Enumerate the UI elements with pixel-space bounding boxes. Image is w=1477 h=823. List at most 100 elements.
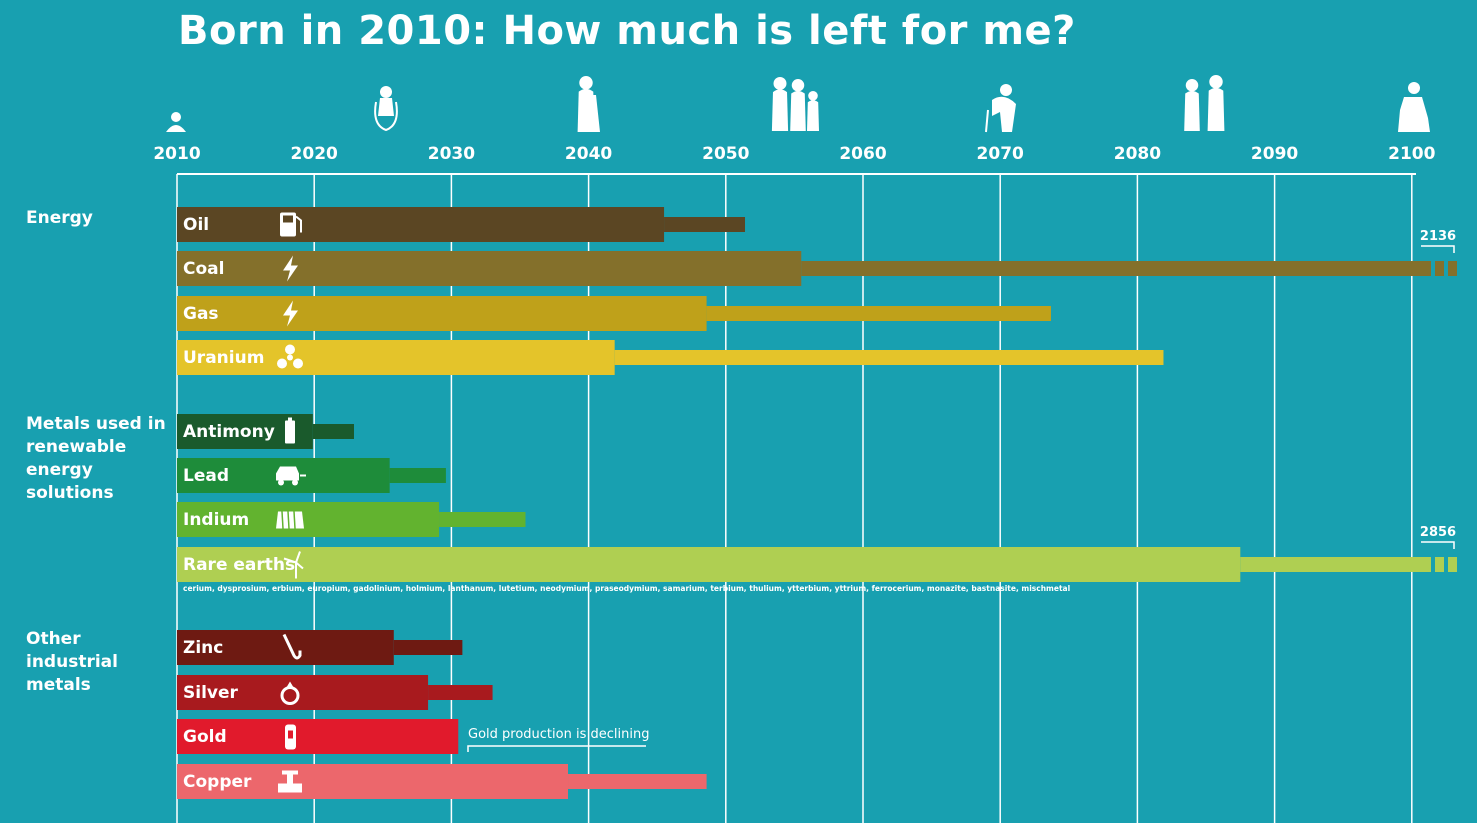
ring-icon [280,681,300,705]
wheel [292,479,298,486]
person-head [1209,75,1223,89]
old-body [1398,97,1430,132]
child-head [380,86,392,98]
bar-label: Indium [183,510,249,530]
battery-icon [285,417,295,444]
life-stage-icons [166,75,1430,133]
bar-label: Rare earths [183,555,295,575]
family-father [771,77,789,131]
panel [276,511,304,529]
water-tap-icon [278,770,302,793]
gold-annotation: Gold production is declining [468,727,649,742]
bar-main [177,251,802,286]
bar-label: Silver [183,683,239,703]
bar-main [177,675,429,710]
bar-main [177,207,665,242]
bar-label: Coal [183,259,224,279]
bar-row-antimony: Antimony [177,414,354,449]
person-head [773,77,787,90]
bar-tail [568,774,707,789]
bar-end-year-label: 2136 [1420,229,1456,244]
person-body [771,89,789,131]
panel-line [293,511,296,529]
bar-tail-break [1435,261,1444,276]
bar-row-indium: Indium [177,502,526,537]
bar-tail [389,468,446,483]
mobile-phone-icon [285,724,296,750]
elderly-couple-woman [1184,79,1200,131]
blade [277,358,287,369]
bar-main [177,764,569,799]
bar-end-year-label: 2856 [1420,525,1456,540]
person-body [1207,87,1225,131]
elderly-couple-man [1207,75,1225,131]
center [287,354,293,361]
chart-title: Born in 2010: How much is left for me? [178,8,1076,54]
rare-earths-elements-note: cerium, dysprosium, erbium, europium, ga… [183,584,1070,593]
x-tick-label-2040: 2040 [565,144,612,164]
bar-label: Oil [183,215,209,235]
old-head [1408,82,1420,94]
ring-stone [287,681,293,687]
bar-row-coal: 2136 Coal [177,229,1457,286]
bar-row-gas: Gas [177,296,1051,331]
x-tick-label-2050: 2050 [702,144,749,164]
bar-tail [706,306,1051,321]
person-head [808,91,818,101]
bar-tail [312,424,354,439]
bar-main [177,340,615,375]
group-label-renewable-metals: Metals used in renewable energy solution… [26,414,166,503]
annotation-bracket [467,745,646,752]
groom [577,76,595,132]
person-body [1184,90,1200,131]
bar-label: Copper [183,772,252,792]
radiation-icon [277,344,303,369]
family-icon [771,77,819,131]
phone-screen [288,730,293,739]
person-body [790,90,806,131]
wheel [278,479,284,486]
bar-row-oil: Oil [177,207,746,242]
bar-label: Antimony [183,422,275,442]
person-body [577,88,595,132]
bar-row-lead: Lead [177,458,446,493]
bar-label: Zinc [183,638,223,658]
bolt [283,255,298,282]
bolt [283,300,298,327]
group-label-industrial-metals: Other industrial metals [26,629,118,695]
person-head [1185,79,1199,92]
valve-handle [282,770,298,775]
child-jumping-icon [374,86,398,132]
bar-tail [393,640,463,655]
battery-tip [288,417,292,421]
bar-label: Gas [183,304,219,324]
x-tick-label-2030: 2030 [428,144,475,164]
lightning-icon [283,255,298,282]
bar-main [177,296,707,331]
bar-main [177,719,459,754]
person-head [791,79,805,92]
ring-band [280,686,300,705]
old-person-seated-icon [1398,82,1430,132]
bar-row-silver: Silver [177,675,493,710]
x-tick-label-2070: 2070 [977,144,1024,164]
blades [283,551,304,570]
child-body [378,98,394,116]
x-tick-label-2080: 2080 [1114,144,1161,164]
bar-tail [664,217,746,232]
bar-main [177,502,440,537]
bar-main [177,547,1241,582]
elder-head [1000,84,1012,96]
x-tick-label-2020: 2020 [291,144,338,164]
x-tick-label-2010: 2010 [153,144,200,164]
family-child [807,91,819,131]
group-label-energy: Energy [26,208,93,228]
pump-hose [295,215,302,233]
bar-tail [614,350,1164,365]
car-body [276,466,299,481]
jump-rope [374,101,398,132]
person-head [579,76,593,90]
bar-row-gold: Gold Gold production is declining [177,719,649,754]
